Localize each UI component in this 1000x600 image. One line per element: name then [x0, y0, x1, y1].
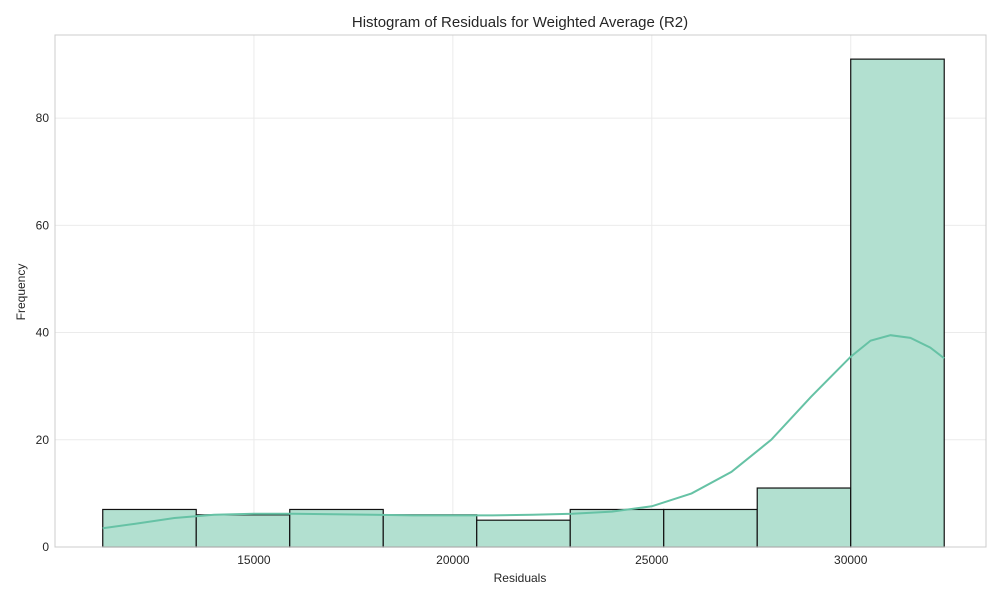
kde-curve [102, 334, 945, 530]
x-tick-label: 30000 [834, 553, 868, 567]
x-axis-label: Residuals [494, 571, 547, 585]
x-tick-label: 25000 [635, 553, 669, 567]
y-tick-label: 40 [36, 326, 50, 340]
x-tick-label: 20000 [436, 553, 470, 567]
y-axis-ticks: 0 20 40 60 80 [36, 111, 50, 554]
histogram-bar [195, 514, 291, 548]
y-tick-label: 80 [36, 111, 50, 125]
histogram-bar [102, 508, 197, 548]
x-tick-label: 15000 [237, 553, 271, 567]
x-axis-ticks: 15000 20000 25000 30000 [237, 553, 867, 567]
histogram-bar [476, 519, 571, 548]
histogram-bar [850, 58, 945, 548]
y-tick-label: 60 [36, 218, 50, 232]
plot-frame [54, 34, 987, 548]
grid [55, 35, 986, 548]
y-tick-label: 20 [36, 433, 50, 447]
chart-title: Histogram of Residuals for Weighted Aver… [352, 14, 688, 31]
histogram-bar [382, 514, 478, 548]
histogram-bar [756, 487, 852, 548]
y-tick-label: 0 [42, 540, 49, 554]
histogram-bar [663, 508, 758, 548]
histogram-bar [569, 508, 665, 548]
y-axis-label: Frequency [14, 264, 28, 321]
